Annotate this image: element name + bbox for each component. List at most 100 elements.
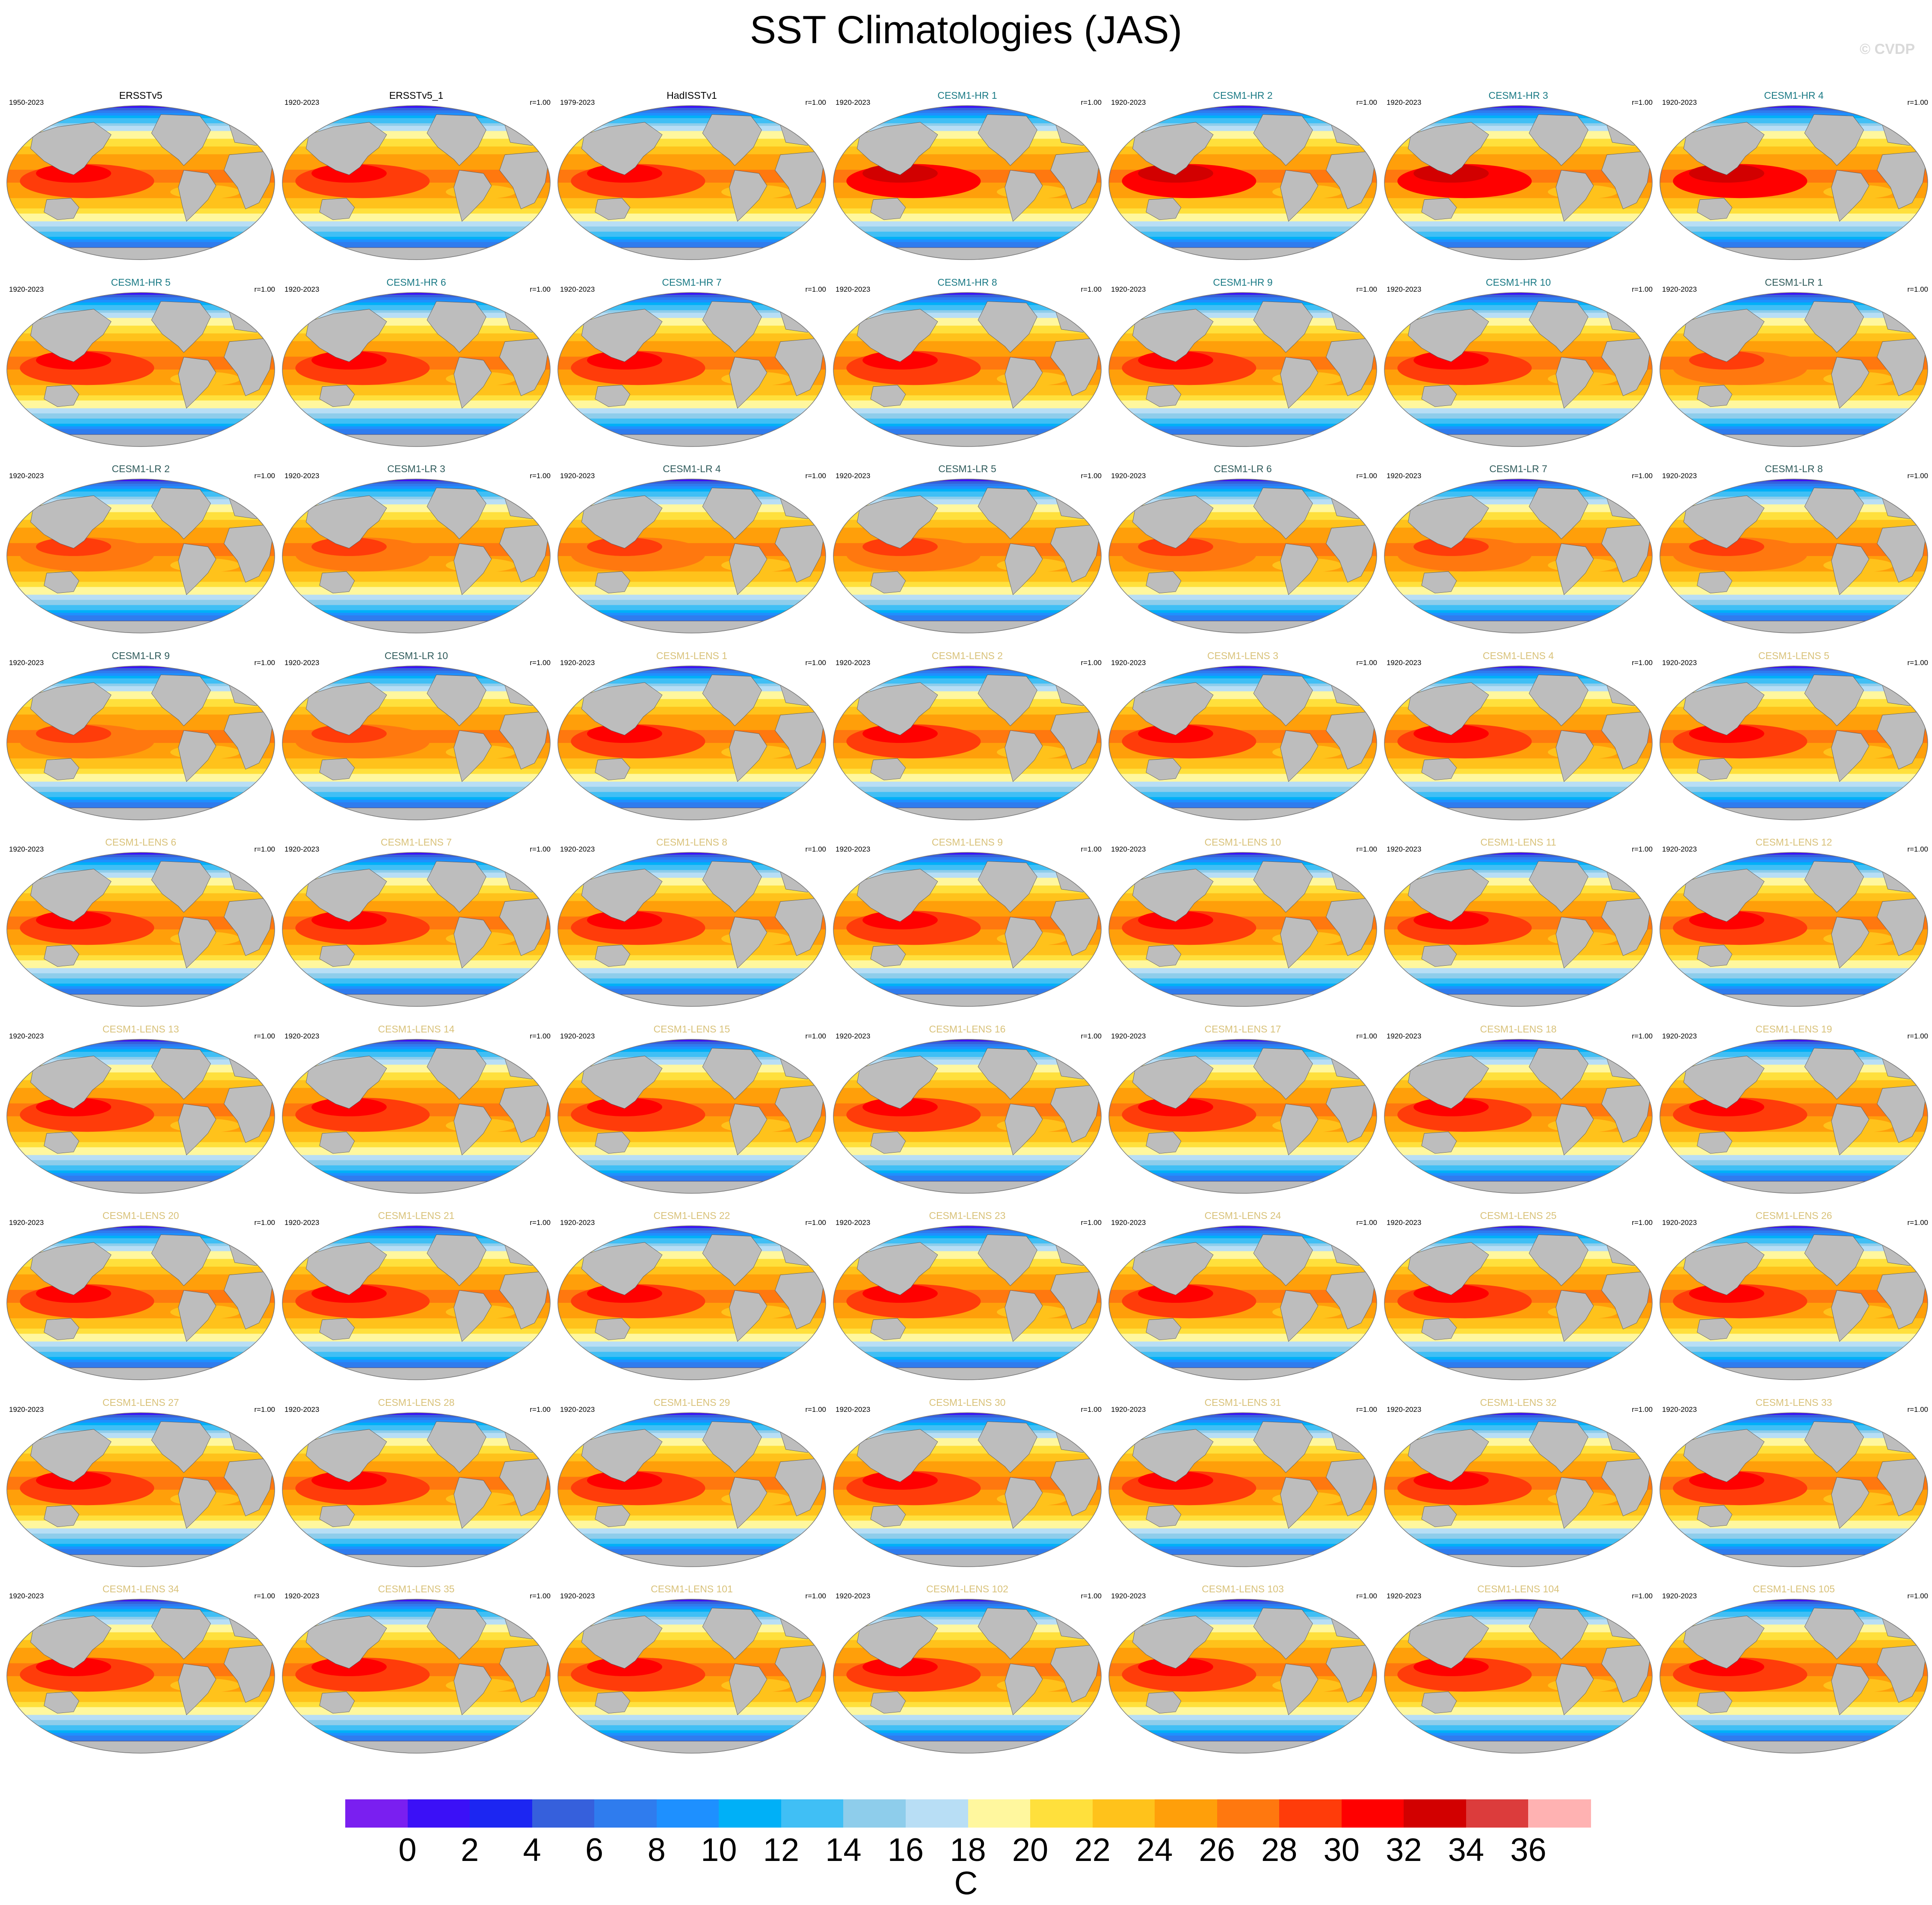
sst-band xyxy=(1384,1041,1652,1044)
sst-band xyxy=(833,325,1101,328)
panel-years: 1920-2023 xyxy=(1387,658,1422,667)
sst-band xyxy=(558,1129,826,1132)
sst-band xyxy=(558,600,826,603)
sst-band xyxy=(1660,1178,1928,1181)
sst-band xyxy=(558,893,826,896)
land-europe xyxy=(1055,494,1099,519)
sst-band xyxy=(1660,481,1928,484)
sst-band xyxy=(1384,118,1652,121)
panel-correlation: r=1.00 xyxy=(254,1219,275,1227)
sst-band xyxy=(1660,1538,1928,1541)
sst-band xyxy=(282,149,550,152)
sst-band xyxy=(1660,106,1928,108)
sst-band xyxy=(7,712,275,715)
sst-band xyxy=(7,221,275,225)
panel-years: 1920-2023 xyxy=(1662,845,1697,853)
sst-band xyxy=(7,1100,275,1104)
colorbar-box xyxy=(1155,1799,1218,1828)
map-panel: CESM1-HR 4 1920-2023 r=1.00 xyxy=(1659,90,1928,262)
sst-band xyxy=(558,1635,826,1638)
sst-band xyxy=(282,221,550,225)
sst-band xyxy=(1660,1520,1928,1523)
sst-band xyxy=(833,773,1101,777)
sst-band xyxy=(7,159,275,163)
sst-band xyxy=(7,725,275,728)
map-panel: CESM1-LR 4 1920-2023 r=1.00 xyxy=(557,463,826,635)
sst-band xyxy=(1384,413,1652,416)
sst-band xyxy=(1384,1093,1652,1096)
sst-band xyxy=(833,1344,1101,1347)
sst-band xyxy=(558,1074,826,1078)
sst-band xyxy=(1660,1722,1928,1726)
sst-band xyxy=(1660,219,1928,222)
sst-band xyxy=(282,1614,550,1618)
sst-band xyxy=(1109,1041,1377,1044)
land-australia xyxy=(1421,944,1457,967)
sst-band xyxy=(1660,579,1928,583)
sst-band xyxy=(833,1077,1101,1080)
sst-band xyxy=(558,675,826,679)
sst-band xyxy=(558,610,826,613)
sst-band xyxy=(833,484,1101,487)
land-europe xyxy=(1331,307,1375,333)
land-north-america xyxy=(1804,114,1864,166)
sst-band xyxy=(1660,1525,1928,1529)
sst-band xyxy=(7,666,275,669)
sst-band xyxy=(1384,991,1652,994)
sst-band xyxy=(282,1264,550,1267)
sst-band xyxy=(558,1606,826,1609)
sst-band xyxy=(1384,527,1652,531)
land-south-america xyxy=(1831,543,1870,595)
land-south-america xyxy=(1280,170,1319,222)
sst-band xyxy=(558,1149,826,1153)
sst-band xyxy=(7,1362,275,1365)
sst-band xyxy=(558,1720,826,1723)
sst-band xyxy=(558,668,826,671)
sst-band xyxy=(282,704,550,707)
panel-correlation: r=1.00 xyxy=(805,845,826,853)
land-south-america xyxy=(453,543,492,595)
sst-band xyxy=(1384,592,1652,595)
sst-band xyxy=(833,416,1101,419)
sst-band xyxy=(1109,569,1377,572)
sst-band xyxy=(7,1046,275,1050)
sst-band xyxy=(558,988,826,992)
panel-correlation: r=1.00 xyxy=(1356,658,1377,667)
sst-band xyxy=(7,1149,275,1153)
sst-band xyxy=(282,1630,550,1633)
sst-band xyxy=(558,219,826,222)
sst-band xyxy=(1660,1609,1928,1612)
sst-band xyxy=(1109,1520,1377,1523)
sst-band xyxy=(7,885,275,889)
land-antarctica xyxy=(1686,1741,1902,1753)
sst-band xyxy=(7,292,275,295)
land-south-america xyxy=(1005,1477,1043,1529)
sst-band xyxy=(558,1601,826,1604)
sst-band xyxy=(1109,1346,1377,1350)
sst-band xyxy=(282,1650,550,1654)
sst-band xyxy=(1660,753,1928,756)
sst-band xyxy=(558,968,826,971)
sst-band xyxy=(1109,234,1377,237)
sst-band xyxy=(1109,988,1377,992)
sst-band xyxy=(833,512,1101,515)
sst-band xyxy=(1660,1093,1928,1096)
map-border xyxy=(6,479,275,633)
sst-band xyxy=(282,574,550,577)
sst-band xyxy=(1660,942,1928,945)
sst-band xyxy=(1109,1469,1377,1472)
sst-band xyxy=(558,302,826,305)
sst-band xyxy=(558,1448,826,1451)
land-europe xyxy=(229,1427,273,1453)
sst-band xyxy=(7,509,275,513)
sst-band xyxy=(833,883,1101,886)
sst-band xyxy=(282,1735,550,1739)
land-asia xyxy=(1132,122,1214,175)
sst-band xyxy=(7,1632,275,1636)
sst-band xyxy=(558,1464,826,1467)
sst-band xyxy=(833,118,1101,121)
sst-band xyxy=(1660,1328,1928,1332)
sst-band xyxy=(833,121,1101,124)
land-asia xyxy=(1408,869,1489,922)
sst-band xyxy=(1109,416,1377,419)
